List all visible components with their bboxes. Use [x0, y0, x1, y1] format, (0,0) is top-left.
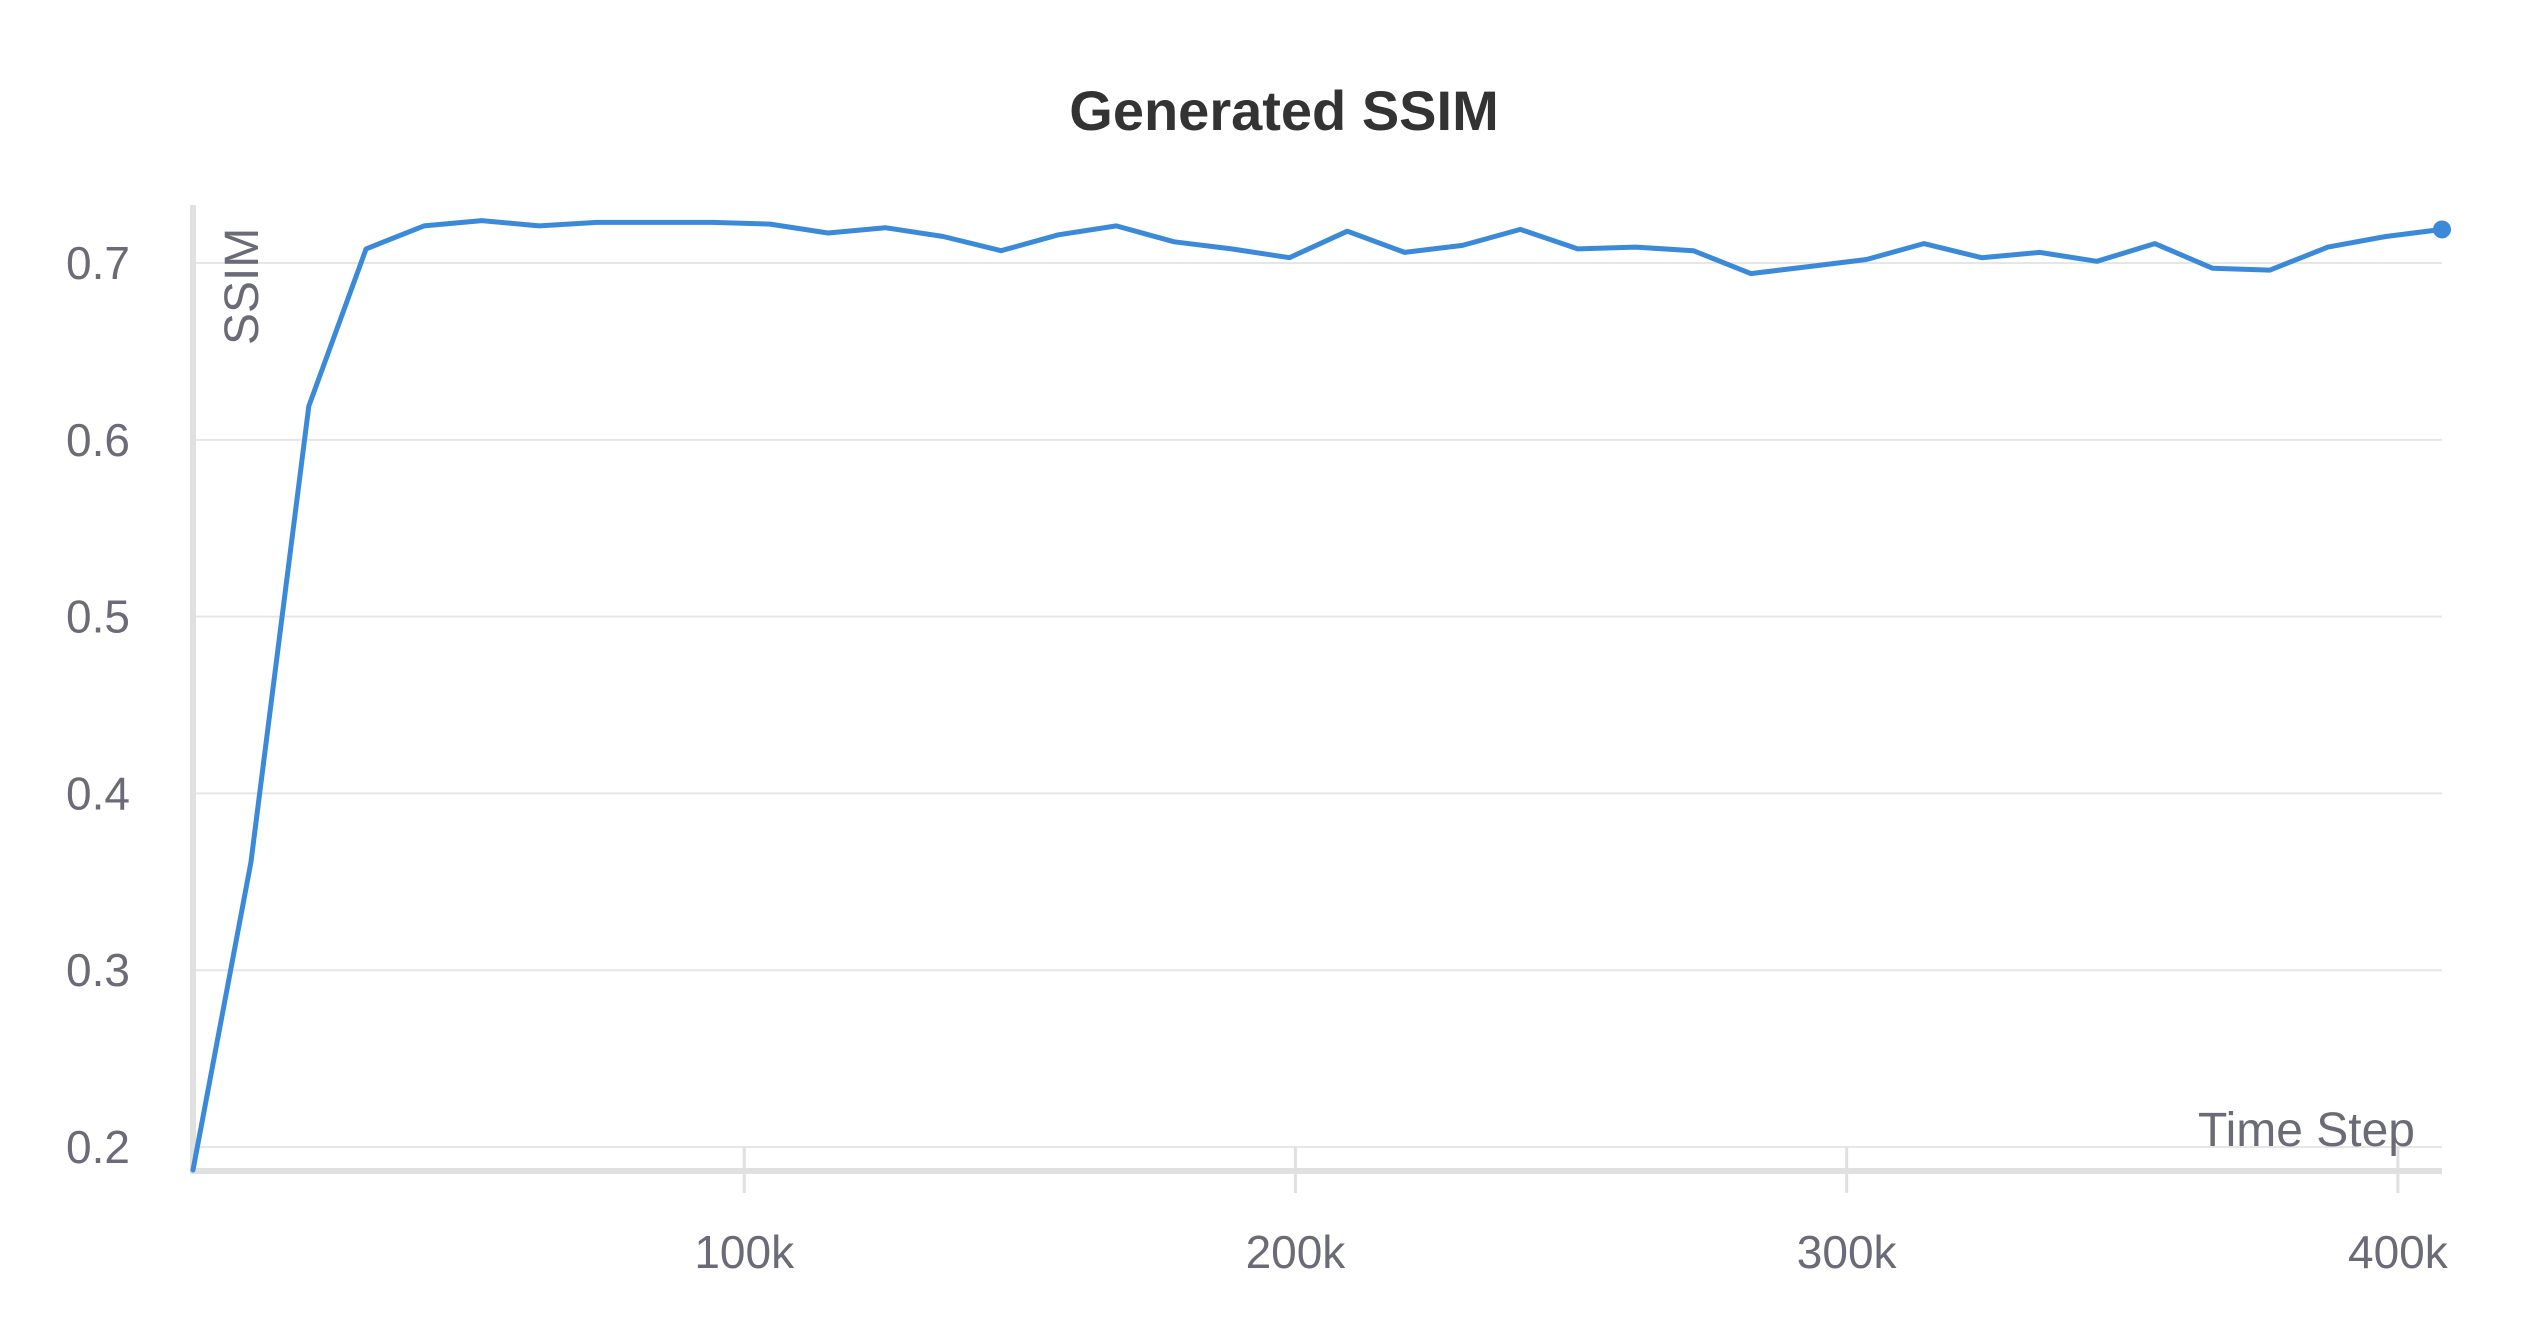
y-axis-label: SSIM	[216, 228, 269, 345]
y-tick-label: 0.6	[66, 414, 130, 466]
chart-title: Generated SSIM	[1069, 79, 1498, 142]
grid-lines	[193, 262, 2442, 1149]
y-tick-label: 0.4	[66, 767, 130, 819]
y-tick-label: 0.7	[66, 237, 130, 289]
x-tick-label: 100k	[694, 1226, 795, 1278]
x-axis-label: Time Step	[2198, 1104, 2415, 1157]
y-axis-ticks: 0.2 0.3 0.4 0.5 0.6 0.7	[66, 237, 130, 1173]
series-line	[190, 218, 2445, 1173]
series-layer	[190, 218, 2451, 1173]
y-tick-label: 0.5	[66, 591, 130, 643]
x-axis-ticks: 100k 200k 300k 400k	[694, 1147, 2449, 1278]
x-tick-label: 200k	[1246, 1226, 1347, 1278]
x-tick-label: 400k	[2348, 1226, 2449, 1278]
y-tick-label: 0.2	[66, 1121, 130, 1173]
x-tick-label: 300k	[1797, 1226, 1898, 1278]
axes	[190, 205, 2442, 1174]
series-end-point	[2433, 220, 2451, 239]
y-tick-label: 0.3	[66, 944, 130, 996]
